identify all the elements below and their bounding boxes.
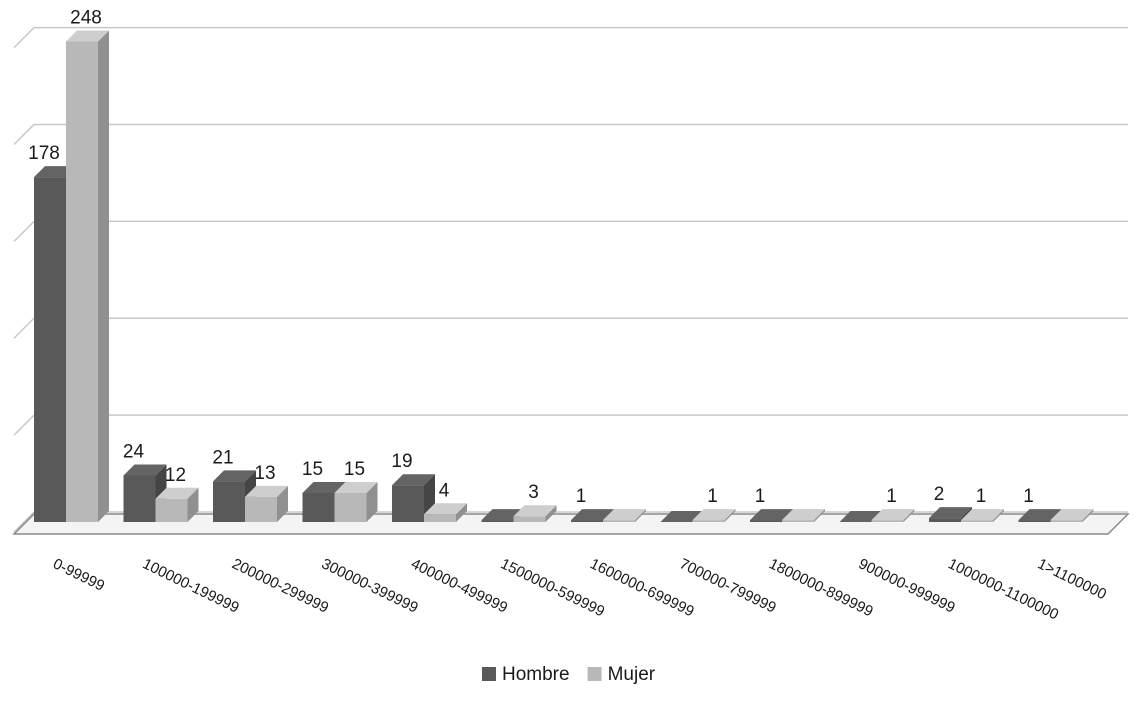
bar-mujer-4 <box>424 503 467 522</box>
x-axis-tick-labels: 0-99999 100000-199999200000-299999300000-… <box>50 555 1109 623</box>
wall-diagonal <box>13 220 35 242</box>
data-label-mujer-2: 13 <box>254 463 275 484</box>
bars <box>34 30 1094 522</box>
wall-diagonal <box>13 27 35 49</box>
legend: Hombre Mujer <box>482 664 656 685</box>
legend-swatch <box>482 667 496 681</box>
data-label-hombre-0: 178 <box>28 143 60 164</box>
legend-label: Mujer <box>608 664 656 685</box>
legend-label: Hombre <box>502 664 570 685</box>
bar-mujer-2 <box>245 485 288 522</box>
gridlines <box>12 26 1130 535</box>
bar-mujer-5 <box>513 505 557 522</box>
data-label-mujer-4: 4 <box>439 480 450 501</box>
data-label-mujer-5: 3 <box>528 482 539 503</box>
bar-mujer-11 <box>1050 509 1094 522</box>
x-tick-label-1: 100000-199999 <box>140 555 242 616</box>
bar-hombre-9 <box>839 511 883 522</box>
data-label-hombre-2: 21 <box>212 447 233 468</box>
data-label-mujer-10: 1 <box>976 486 987 507</box>
legend-item-hombre: Hombre <box>482 664 570 685</box>
data-label-mujer-3: 15 <box>344 459 365 480</box>
x-tick-label-3: 300000-399999 <box>319 555 421 616</box>
bar-mujer-9 <box>871 509 915 522</box>
bar-mujer-3 <box>334 481 378 522</box>
wall-diagonal <box>13 511 35 533</box>
data-label-hombre-8: 1 <box>755 486 766 507</box>
data-label-mujer-9: 1 <box>886 486 897 507</box>
x-tick-label-11: 1>1100000 <box>1035 555 1109 603</box>
bar-mujer-8 <box>782 509 825 522</box>
legend-swatch <box>587 667 602 681</box>
bar-mujer-7 <box>692 509 736 522</box>
data-label-hombre-6: 1 <box>576 486 587 507</box>
bar-mujer-0 <box>66 30 109 522</box>
data-label-hombre-4: 19 <box>391 451 412 472</box>
data-label-hombre-11: 1 <box>1023 486 1034 507</box>
wall-diagonal <box>13 123 35 146</box>
x-tick-label-4: 400000-499999 <box>408 555 510 616</box>
wall-diagonal <box>13 414 35 436</box>
data-label-hombre-10: 2 <box>934 484 945 505</box>
bar-mujer-10 <box>961 509 1004 522</box>
x-tick-label-0: 0-99999 <box>50 555 107 594</box>
data-label-mujer-7: 1 <box>707 486 718 507</box>
data-label-hombre-3: 15 <box>302 459 323 480</box>
data-label-hombre-1: 24 <box>123 442 145 463</box>
bar-mujer-1 <box>155 487 199 522</box>
wall-diagonal <box>13 317 35 339</box>
x-tick-label-2: 200000-299999 <box>229 555 331 616</box>
data-label-mujer-1: 12 <box>165 465 186 486</box>
data-label-mujer-0: 248 <box>70 8 102 29</box>
bar-mujer-6 <box>603 509 646 522</box>
bar-hombre-7 <box>660 511 704 522</box>
legend-item-mujer: Mujer <box>587 664 656 685</box>
